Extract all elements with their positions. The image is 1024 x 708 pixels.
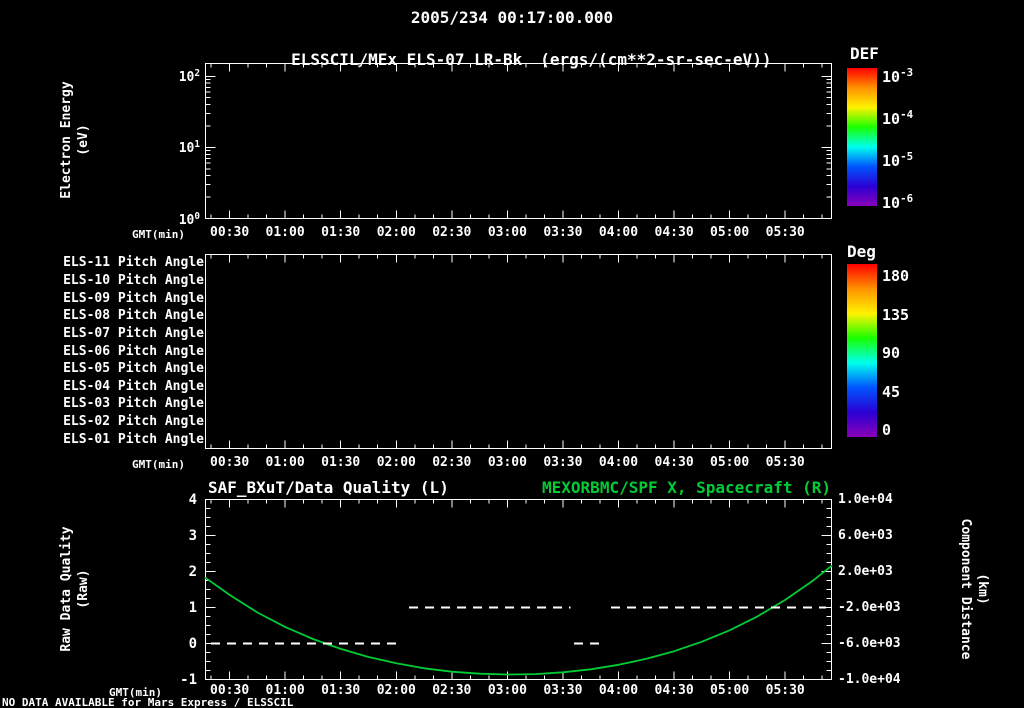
def-colorbar <box>847 68 877 206</box>
component-distance-axis-label: (km) Component Distance <box>957 439 991 708</box>
plot-title-row: ELSSCIL/MEx ELS-07 LR-Bk (ergs/(cm**2-sr-… <box>0 31 1024 88</box>
deg-colorbar <box>847 264 877 437</box>
raw-quality-axis-units: (Raw) <box>76 569 91 609</box>
component-distance-axis-units: (km) <box>975 573 990 605</box>
energy-panel-border <box>205 63 832 219</box>
units-label: (ergs/(cm**2-sr-sec-eV)) <box>540 50 772 69</box>
raw-quality-axis-label-text: Raw Data Quality <box>59 526 74 652</box>
spacecraft-x-curve <box>204 565 833 676</box>
gmt-axis-label-quality: GMT(min) <box>109 686 162 699</box>
raw-quality-axis-label: Raw Data Quality (Raw) <box>58 439 92 708</box>
colorbar-deg-title: Deg <box>847 242 876 261</box>
right-series-title: MEXORBMC/SPF X, Spacecraft (R) <box>542 478 831 497</box>
colorbar-def-title: DEF <box>850 44 879 63</box>
energy-axis-label-text: Electron Energy <box>59 81 74 199</box>
component-distance-axis-label-text: Component Distance <box>958 518 973 660</box>
energy-axis-label: Electron Energy (eV) <box>58 0 92 290</box>
gmt-axis-label-pitch: GMT(min) <box>132 458 185 471</box>
instrument-title: ELSSCIL/MEx ELS-07 LR-Bk <box>291 50 523 69</box>
timestamp-title: 2005/234 00:17:00.000 <box>410 8 614 27</box>
energy-axis-units: (eV) <box>76 124 91 156</box>
quality-panel-border <box>205 499 832 680</box>
pitch-panel-border <box>205 254 832 449</box>
no-data-message: NO DATA AVAILABLE for Mars Express / ELS… <box>2 696 293 708</box>
gmt-axis-label-energy: GMT(min) <box>132 228 185 241</box>
left-series-title: SAF_BXuT/Data Quality (L) <box>208 478 449 497</box>
